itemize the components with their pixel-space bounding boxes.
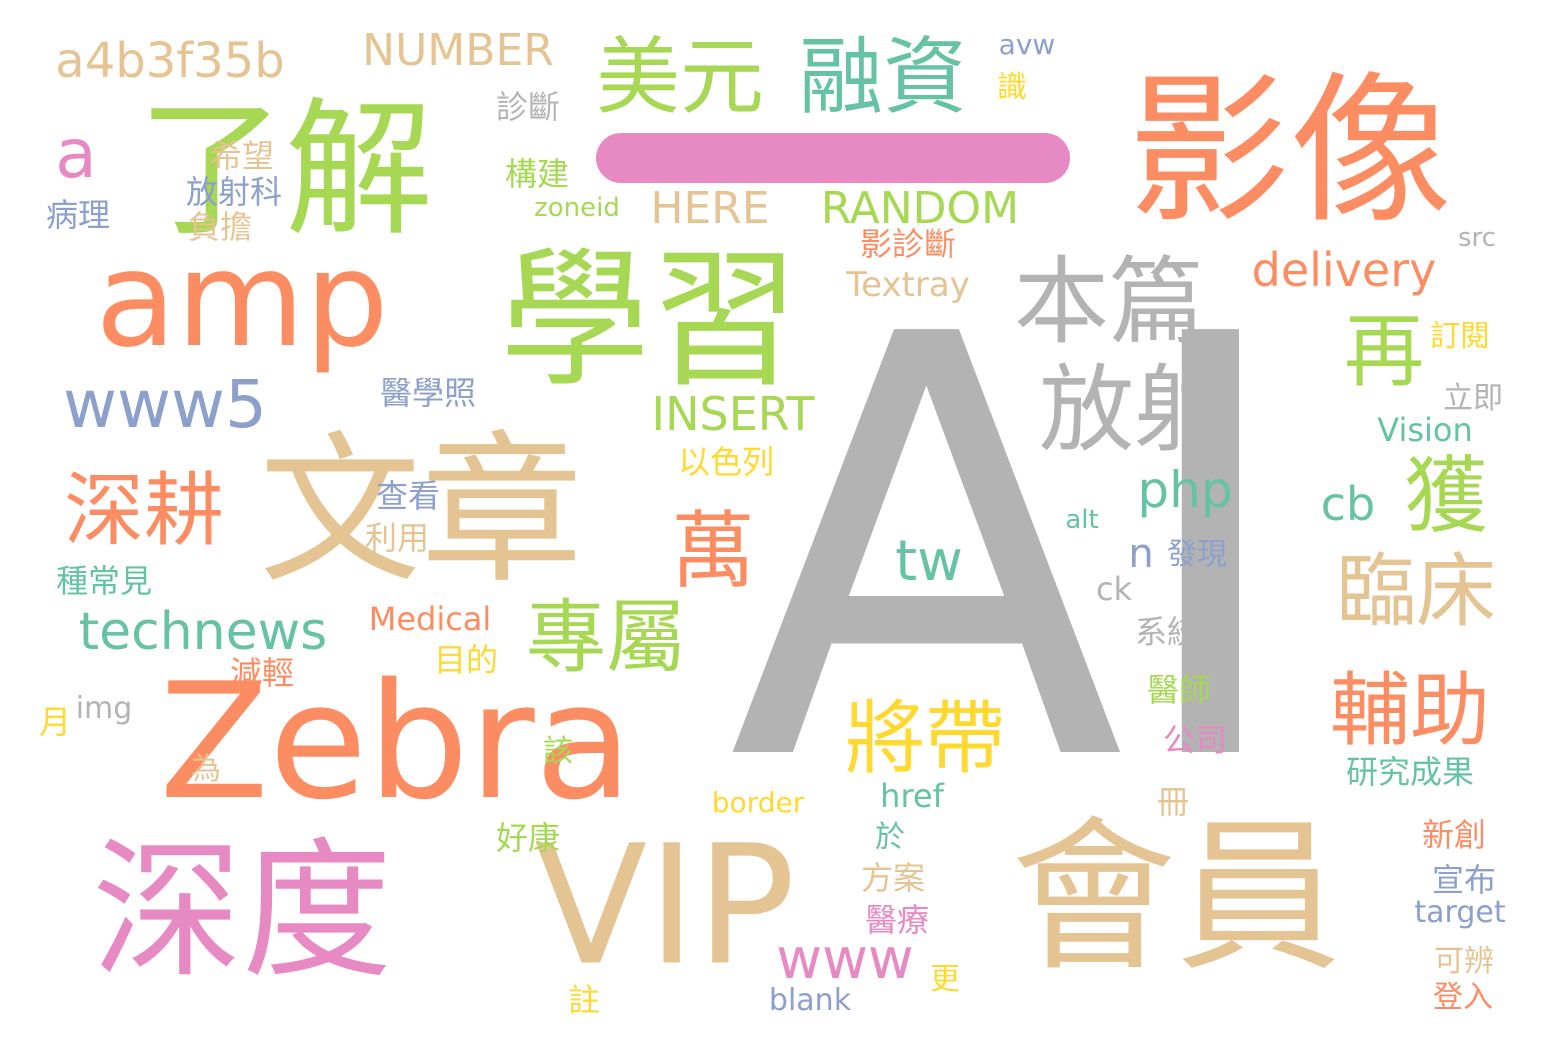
word-yu: 於 [875,820,905,855]
word-bingli: 病理 [45,196,111,234]
word-liaojie: 了解 [137,84,433,256]
word-ce: 冊 [1156,783,1190,821]
word-zhu: 註 [567,981,601,1019]
word-vision: Vision [1377,411,1473,449]
word-avw: avw [998,28,1056,61]
word-benpian: 本篇 [1013,247,1205,358]
word-zai: 再 [1344,305,1424,398]
word-yingzd: 影診斷 [859,225,957,263]
word-yue: 月 [38,703,72,741]
word-fangan: 方案 [860,859,926,897]
word-jianqing: 減輕 [229,654,295,692]
word-dingyue: 訂閱 [1430,319,1490,354]
word-ck: ck [1095,570,1133,608]
word-medical: Medical [368,600,492,638]
word-random: RANDOM [820,183,1020,234]
word-jiangdai: 將帶 [845,692,1005,785]
dash-glyph [596,133,1070,183]
word-tw: tw [895,529,963,594]
word-xitong: 系統 [1134,613,1200,651]
word-rongzi: 融資 [798,28,968,126]
word-xinchuang: 新創 [1421,816,1487,854]
word-yingxiang: 影像 [1128,58,1452,246]
word-fudan: 負擔 [187,208,253,246]
word-linchuang: 臨床 [1336,545,1496,638]
word-shi: 識 [997,70,1027,105]
word-liyong: 利用 [364,519,430,557]
word-www: www [776,927,914,992]
word-blank: blank [768,983,852,1018]
word-a4b: a4b3f35b [55,33,285,89]
word-fuzhu: 輔助 [1330,664,1490,757]
word-zhuanshu: 專屬 [526,591,686,684]
word-faxian: 發現 [1167,537,1227,572]
word-dengru: 登入 [1433,980,1493,1015]
word-wenzhang: 文章 [259,418,583,606]
word-php: php [1137,461,1233,519]
word-src: src [1458,223,1496,253]
word-xuexi: 學習 [499,234,801,408]
word-shendu: 深度 [91,825,393,999]
word-alt: alt [1065,505,1099,535]
word-yishi: 醫師 [1146,671,1212,709]
word-wan: 萬 [670,502,756,600]
word-border: border [711,786,805,819]
word-href: href [880,777,944,815]
word-xuanbu: 宣布 [1431,861,1497,899]
word-VIP: VIP [534,809,796,1002]
word-AI: AI [728,214,1296,889]
word-n: n [1128,531,1154,577]
word-huiyuan: 會員 [1011,801,1341,994]
word-xiwang: 希望 [209,137,275,175]
word-yanjiu: 研究成果 [1345,753,1475,791]
word-shengeng: 深耕 [64,464,224,557]
word-lijie: 立即 [1443,381,1503,416]
word-a: a [55,115,97,194]
word-cb: cb [1320,477,1376,531]
word-kebian: 可辨 [1434,944,1494,979]
word-zhenduan: 診斷 [495,88,561,126]
word-zebra: Zebra [159,648,633,835]
word-meiyuan: 美元 [595,28,765,126]
word-haokang: 好康 [495,819,561,857]
word-yixuez: 醫學照 [379,374,477,412]
word-delivery: delivery [1251,243,1437,297]
word-zoneid: zoneid [534,193,620,223]
word-gai: 該 [543,734,573,769]
word-insert: INSERT [651,387,815,441]
word-number: NUMBER [362,25,554,76]
word-geng: 更 [930,962,960,997]
word-www5: www5 [63,366,267,443]
word-target: target [1414,895,1506,930]
word-mudi: 目的 [433,641,499,679]
word-zhongcj: 種常見 [55,562,153,600]
word-yiliao: 醫療 [864,901,930,939]
word-gongsi: 公司 [1162,721,1228,759]
word-technews: technews [78,602,328,662]
word-here: HERE [650,183,770,234]
word-textray: Textray [846,265,970,305]
word-fangshek: 放射科 [185,173,283,211]
word-img: img [75,691,133,726]
word-yisel: 以色列 [677,443,775,481]
word-fangshe: 放射 [1038,355,1230,466]
word-chakan: 查看 [375,477,441,515]
word-huo: 獲 [1403,447,1489,545]
word-amp: amp [95,223,389,377]
word-goujian: 構建 [504,155,570,193]
word-wei: 為 [191,752,221,787]
